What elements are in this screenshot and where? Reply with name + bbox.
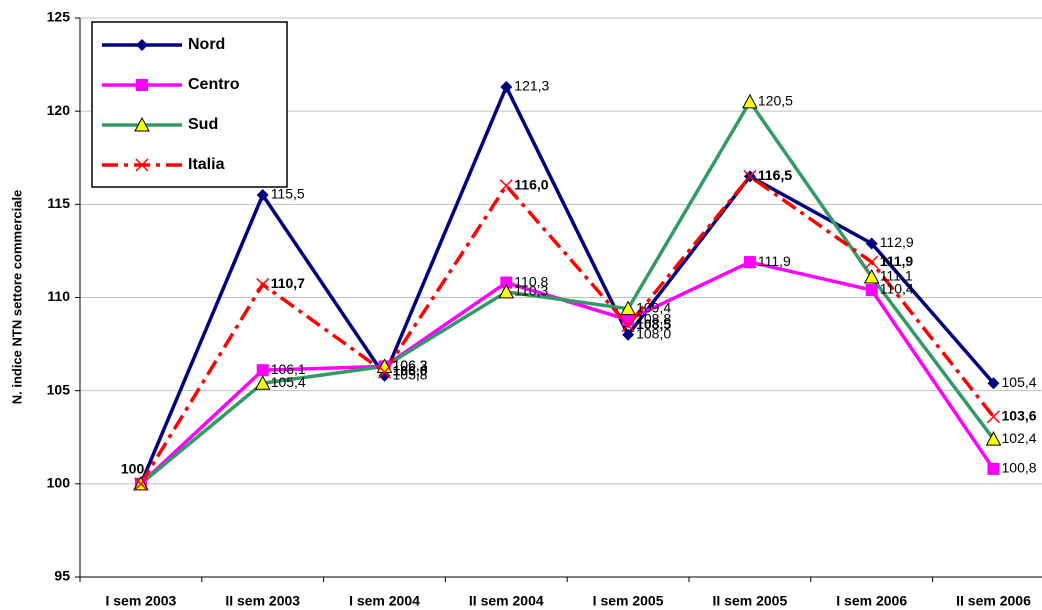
value-label: 110,8	[514, 273, 548, 289]
marker	[134, 116, 150, 132]
value-label: 109,4	[636, 299, 671, 315]
marker	[743, 169, 757, 183]
value-label: 106,3	[393, 357, 428, 373]
marker	[622, 313, 635, 326]
value-label: 105,4	[271, 374, 306, 390]
marker	[986, 410, 1001, 424]
marker	[987, 462, 1000, 475]
value-label: 108,5	[636, 316, 671, 332]
marker	[865, 284, 878, 297]
y-axis-title: N. indice NTN settore commerciale	[9, 190, 24, 405]
marker	[621, 318, 635, 332]
marker	[134, 477, 148, 491]
value-label: 106,3	[393, 357, 428, 373]
series-line	[139, 82, 995, 485]
series-line	[139, 174, 995, 485]
marker	[620, 300, 636, 316]
legend-box	[91, 21, 288, 188]
value-label: 121,3	[514, 78, 549, 94]
marker	[377, 365, 392, 379]
x-tick-label: II sem 2005	[713, 593, 788, 609]
value-label: 102,4	[1002, 430, 1037, 446]
x-tick-label: II sem 2006	[956, 593, 1031, 609]
marker	[985, 431, 1002, 446]
x-tick-label: I sem 2005	[593, 593, 664, 609]
marker	[254, 375, 271, 390]
value-label: 110,3	[514, 283, 548, 299]
legend-label: Nord	[188, 36, 225, 53]
value-label: 116,0	[514, 176, 548, 192]
x-tick-label: I sem 2004	[349, 593, 420, 609]
marker	[863, 268, 880, 284]
x-tick-label: II sem 2003	[225, 593, 300, 609]
marker	[136, 79, 148, 91]
y-tick-label: 125	[47, 9, 71, 25]
value-label: 103,6	[1002, 407, 1037, 423]
value-label: 108,8	[636, 311, 671, 327]
x-tick-label: I sem 2006	[836, 593, 907, 609]
marker	[256, 364, 269, 377]
marker	[256, 189, 269, 202]
y-tick-label: 100	[47, 475, 71, 491]
value-label: 110,7	[271, 275, 305, 291]
marker	[500, 276, 513, 289]
marker	[987, 377, 1000, 390]
marker	[865, 255, 879, 269]
series-line	[139, 260, 995, 486]
value-label: 111,9	[880, 253, 914, 269]
series-line	[139, 98, 995, 486]
value-label: 116,5	[758, 167, 792, 183]
value-label: 105,8	[393, 366, 428, 382]
x-tick-label: I sem 2003	[105, 593, 176, 609]
legend-label: Sud	[188, 116, 218, 133]
value-label: 110,4	[880, 281, 914, 297]
marker	[498, 283, 515, 299]
marker	[499, 179, 513, 193]
marker	[622, 328, 635, 341]
value-label: 100,8	[1002, 460, 1037, 476]
marker	[256, 277, 270, 291]
value-label: 120,5	[758, 93, 793, 109]
legend-label: Italia	[188, 156, 225, 173]
value-label: 105,4	[1002, 374, 1037, 390]
value-label: 100	[121, 461, 145, 477]
y-tick-label: 115	[47, 195, 70, 211]
value-label: 111,1	[880, 268, 913, 284]
marker	[500, 80, 513, 93]
marker	[743, 256, 756, 269]
legend-label: Centro	[188, 76, 240, 93]
value-label: 116,5	[758, 167, 792, 183]
x-tick-label: II sem 2004	[469, 593, 544, 609]
value-label: 111,9	[758, 253, 791, 269]
y-tick-label: 95	[54, 568, 70, 584]
marker	[136, 39, 148, 51]
marker	[135, 158, 149, 172]
marker	[865, 237, 878, 250]
y-tick-label: 105	[47, 381, 71, 397]
value-label: 108,0	[636, 325, 671, 341]
value-label: 106,0	[393, 363, 428, 379]
value-label: 112,9	[880, 234, 914, 250]
y-tick-label: 120	[47, 102, 71, 118]
legend: Nord Centro Sud Italia	[91, 21, 288, 188]
y-tick-label: 110	[47, 288, 70, 304]
value-label: 115,5	[271, 186, 305, 202]
marker	[742, 93, 758, 109]
value-label: 106,1	[271, 361, 306, 377]
